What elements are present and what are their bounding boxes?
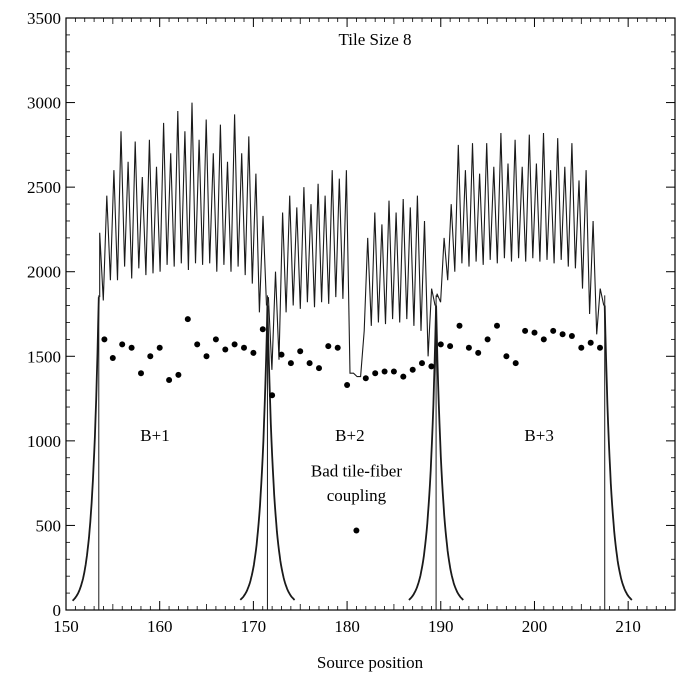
x-tick-label: 200 xyxy=(522,617,548,636)
data-point xyxy=(184,316,191,323)
data-point xyxy=(128,344,135,351)
data-point xyxy=(456,322,463,329)
plot-frame xyxy=(65,17,676,611)
data-point xyxy=(109,355,116,361)
y-tick-label: 500 xyxy=(36,516,62,535)
module-curve xyxy=(267,170,436,378)
data-point xyxy=(306,360,313,367)
annotation: coupling xyxy=(327,486,387,505)
data-point xyxy=(278,351,285,358)
annotation: B+2 xyxy=(335,426,364,445)
data-point xyxy=(512,360,519,367)
edge-tail xyxy=(239,305,269,601)
data-point xyxy=(175,371,182,378)
data-point xyxy=(409,366,416,373)
data-point xyxy=(531,329,538,336)
data-point xyxy=(578,344,585,351)
data-point xyxy=(550,327,557,334)
annotations: B+1 B+2 B+3 Bad tile-fiber coupling xyxy=(140,426,554,505)
data-point xyxy=(353,527,360,534)
module-curve xyxy=(99,102,268,313)
data-point xyxy=(475,349,482,356)
data-point xyxy=(269,392,276,399)
data-point xyxy=(484,336,491,343)
x-tick-label: 160 xyxy=(147,617,173,636)
data-point xyxy=(362,375,369,382)
data-point xyxy=(194,341,201,348)
data-point xyxy=(597,344,603,351)
data-point xyxy=(522,327,529,334)
x-tick-label: 170 xyxy=(241,617,267,636)
y-tick-label: 1000 xyxy=(27,432,61,451)
data-point xyxy=(503,353,510,360)
data-point xyxy=(540,336,547,343)
data-point xyxy=(447,343,454,350)
data-point xyxy=(568,333,575,339)
y-tick-label: 0 xyxy=(53,601,62,620)
data-point xyxy=(138,370,144,377)
edge-tail xyxy=(435,305,464,601)
annotation: Bad tile-fiber xyxy=(311,461,402,480)
data-point xyxy=(428,363,435,370)
data-point xyxy=(101,336,108,343)
data-point xyxy=(231,341,238,348)
y-tick-label: 1500 xyxy=(27,347,61,366)
y-tick-label: 3500 xyxy=(27,9,61,28)
x-tick-label: 210 xyxy=(615,617,641,636)
data-point xyxy=(381,368,388,375)
axis-ticks xyxy=(65,17,675,611)
light-yield-curve xyxy=(71,102,633,602)
data-point xyxy=(166,377,173,383)
edge-tail xyxy=(71,297,100,602)
edge-tail xyxy=(603,305,633,601)
data-point xyxy=(241,344,247,351)
data-point xyxy=(325,343,332,350)
data-point xyxy=(559,331,566,338)
y-tick-label: 3000 xyxy=(27,94,61,113)
data-point xyxy=(156,344,163,351)
data-point xyxy=(344,382,351,388)
module-boundaries xyxy=(98,295,606,610)
data-point xyxy=(259,326,266,333)
data-point xyxy=(297,348,304,355)
y-tick-label: 2000 xyxy=(27,263,61,282)
data-point xyxy=(390,368,397,375)
annotation: B+1 xyxy=(140,426,169,445)
data-point xyxy=(494,322,500,329)
data-point xyxy=(372,370,379,377)
data-point xyxy=(147,353,154,360)
data-point xyxy=(400,373,407,380)
axis-tick-labels: 0 500 1000 1500 2000 2500 3000 3500 150 160 170 180… xyxy=(27,9,641,636)
x-tick-label: 190 xyxy=(428,617,454,636)
edge-tail xyxy=(266,305,296,601)
data-point xyxy=(222,346,229,353)
data-point xyxy=(203,353,210,360)
data-point xyxy=(287,360,294,367)
data-point xyxy=(437,341,444,348)
data-point xyxy=(212,336,219,343)
y-tick-label: 2500 xyxy=(27,178,61,197)
scatter-points xyxy=(101,316,603,534)
data-point xyxy=(316,365,322,372)
data-point xyxy=(334,344,341,351)
chart-title: Tile Size 8 xyxy=(338,30,411,49)
data-point xyxy=(119,341,126,348)
annotation: B+3 xyxy=(524,426,553,445)
module-curve xyxy=(436,132,605,335)
data-point xyxy=(419,360,425,367)
edge-tail xyxy=(408,305,437,601)
x-axis-label: Source position xyxy=(317,653,424,672)
x-tick-label: 150 xyxy=(53,617,79,636)
data-point xyxy=(250,349,257,356)
data-point xyxy=(587,339,594,346)
data-point xyxy=(465,344,472,351)
x-tick-label: 180 xyxy=(334,617,360,636)
